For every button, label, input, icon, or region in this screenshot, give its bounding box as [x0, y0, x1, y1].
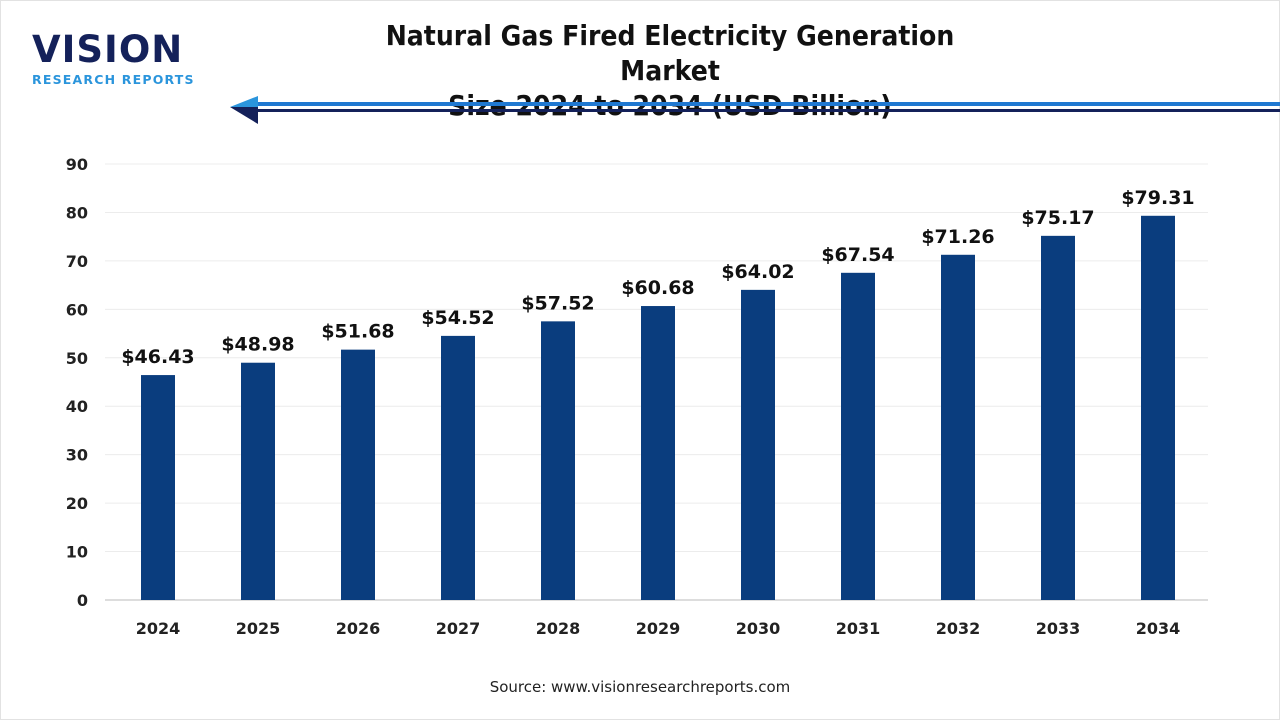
y-tick-label: 30 [66, 446, 88, 465]
chart-title-line-1: Natural Gas Fired Electricity Generation… [385, 19, 955, 87]
x-tick-label-2024: 2024 [136, 619, 181, 638]
data-label-2029: $60.68 [621, 277, 694, 299]
y-tick-label: 50 [66, 349, 88, 368]
data-label-2028: $57.52 [521, 292, 594, 314]
x-tick-label-2028: 2028 [536, 619, 581, 638]
bar-2027 [441, 335, 475, 600]
y-tick-label: 20 [66, 494, 88, 513]
x-tick-label-2025: 2025 [236, 619, 281, 638]
x-tick-label-2027: 2027 [436, 619, 481, 638]
x-tick-label-2029: 2029 [636, 619, 681, 638]
y-tick-label: 40 [66, 397, 88, 416]
bar-2029 [641, 306, 675, 600]
data-label-2026: $51.68 [321, 321, 394, 343]
data-label-2025: $48.98 [221, 334, 294, 356]
y-tick-label: 70 [66, 252, 88, 271]
data-label-2027: $54.52 [421, 307, 494, 329]
y-tick-label: 80 [66, 203, 88, 222]
bar-2034 [1141, 215, 1175, 600]
x-tick-label-2030: 2030 [736, 619, 781, 638]
x-tick-label-2034: 2034 [1136, 619, 1181, 638]
x-tick-label-2031: 2031 [836, 619, 881, 638]
x-tick-label-2026: 2026 [336, 619, 381, 638]
logo-subtitle: RESEARCH REPORTS [32, 72, 195, 87]
bar-2032 [941, 254, 975, 600]
bar-2033 [1041, 235, 1075, 600]
y-tick-label: 0 [77, 591, 88, 610]
data-label-2030: $64.02 [721, 261, 794, 283]
source-note: Source: www.visionresearchreports.com [489, 678, 791, 696]
bar-2030 [741, 289, 775, 600]
y-tick-label: 10 [66, 543, 88, 562]
data-label-2031: $67.54 [821, 244, 894, 266]
bar-2031 [841, 272, 875, 600]
y-tick-label: 90 [66, 155, 88, 174]
header-arrow-icon [230, 96, 1280, 124]
data-label-2032: $71.26 [921, 226, 994, 248]
vision-research-reports-logo: VISION RESEARCH REPORTS [32, 28, 195, 88]
bar-2026 [341, 349, 375, 600]
data-label-2034: $79.31 [1121, 187, 1194, 209]
bar-2024 [141, 375, 175, 600]
y-tick-label: 60 [66, 300, 88, 319]
data-label-2024: $46.43 [121, 346, 194, 368]
x-tick-label-2033: 2033 [1036, 619, 1081, 638]
x-tick-label-2032: 2032 [936, 619, 981, 638]
data-label-2033: $75.17 [1021, 207, 1094, 229]
bar-2025 [241, 362, 275, 600]
bar-2028 [541, 321, 575, 600]
logo-word: VISION [32, 28, 184, 71]
